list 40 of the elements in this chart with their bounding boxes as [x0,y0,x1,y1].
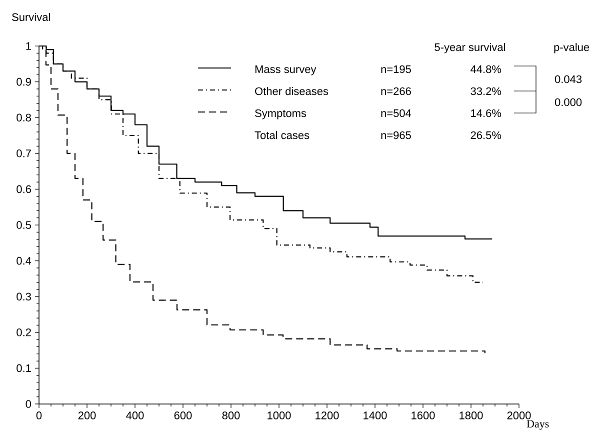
annotation: 14.6% [471,109,502,118]
legend-label: Other diseases [255,87,328,96]
text: p-value [554,43,590,54]
y-tick-label: 0.1 [16,364,31,372]
y-tick-label: 0.3 [16,292,31,300]
annotation: 44.8% [470,65,502,74]
annotation: n=266 [381,87,411,96]
legend-label: Symptoms [255,109,306,120]
y-tick-label: 0.4 [16,256,32,265]
y-tick-label: 0.2 [16,328,31,336]
x-tick-label: 0 [36,412,42,420]
y-tick-label: 0.8 [16,114,31,122]
x-tick-label: 2000 [507,412,531,420]
annotation: 5-year survival [434,43,506,54]
x-tick-label: 600 [174,412,192,420]
annotation: Total cases [254,131,310,140]
annotation: n=504 [381,109,412,118]
x-tick-label: 1200 [316,412,339,420]
x-tick-label: 1000 [268,412,291,420]
x-tick-label: 200 [78,412,96,420]
text: 0.043 [554,75,582,84]
annotation: 33.2% [470,87,502,96]
annotation: 26.5% [470,131,502,140]
y-tick-label: 0.7 [16,150,31,158]
x-tick-label: 1400 [364,412,387,420]
x-tick-label: 1800 [460,412,483,420]
x-axis-title: Days [526,420,549,430]
y-tick-label: 0.5 [16,221,32,229]
x-tick-label: 400 [126,412,144,420]
annotation: n=965 [381,131,411,140]
x-tick-label: 1600 [412,412,435,420]
legend-label: Mass survey [255,65,316,76]
y-tick-label: 1 [26,42,31,50]
y-tick-label: 0.9 [16,78,31,86]
text: 0.000 [554,98,582,106]
y-tick-label: 0 [26,400,32,408]
x-tick-label: 800 [222,412,240,420]
y-axis-title: Survival [12,12,50,22]
y-tick-label: 0.6 [16,185,31,194]
annotation: n=195 [381,65,411,74]
